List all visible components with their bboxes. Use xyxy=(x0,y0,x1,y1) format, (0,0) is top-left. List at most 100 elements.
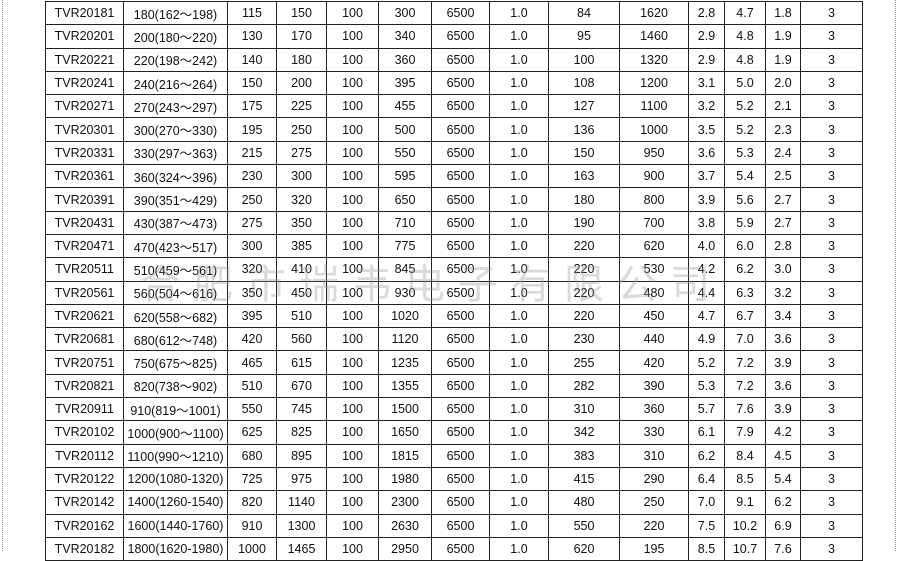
table-cell: 1000 xyxy=(227,536,277,561)
table-cell: TVR20181 xyxy=(45,0,124,26)
table-cell: 620 xyxy=(619,233,689,259)
table-cell: 5.3 xyxy=(724,140,766,166)
table-cell: 5.3 xyxy=(688,373,725,399)
table-cell: 1980 xyxy=(378,466,432,492)
table-cell: 250 xyxy=(227,187,277,212)
table-cell: 6.2 xyxy=(688,443,725,468)
table-cell: 100 xyxy=(326,117,379,142)
table-cell: TVR20112 xyxy=(45,443,124,468)
table-cell: 3 xyxy=(800,397,863,422)
table-cell: 330(297～363) xyxy=(123,140,228,166)
table-cell: 100 xyxy=(326,140,379,166)
table-cell: TVR20431 xyxy=(45,210,124,235)
table-cell: 220(198～242) xyxy=(123,47,228,72)
table-cell: 3.6 xyxy=(765,327,801,352)
table-cell: 3 xyxy=(800,303,863,329)
table-cell: 5.9 xyxy=(724,210,766,235)
table-cell: TVR20331 xyxy=(45,140,124,166)
table-cell: 6500 xyxy=(431,443,490,468)
table-cell: 100 xyxy=(548,47,620,72)
table-cell: 420 xyxy=(227,327,277,352)
table-cell: 820(738～902) xyxy=(123,373,228,399)
table-cell: 10.7 xyxy=(724,536,766,561)
table-cell: 7.6 xyxy=(765,536,801,561)
table-cell: 100 xyxy=(326,536,379,561)
table-cell: 100 xyxy=(326,280,379,305)
table-cell: 180 xyxy=(548,187,620,212)
table-cell: 620(558～682) xyxy=(123,303,228,329)
table-cell: 340 xyxy=(378,24,432,49)
table-cell: 775 xyxy=(378,233,432,259)
table-row: TVR20221 220(198～242) 140 180 100 360 6500 1.0 1… xyxy=(45,47,863,72)
table-cell: 1.9 xyxy=(765,47,801,72)
table-row: TVR20201 200(180～220) 130 170 100 340 6500 1.0 9… xyxy=(45,24,863,49)
table-cell: 100 xyxy=(326,490,379,515)
table-cell: 385 xyxy=(276,233,327,259)
table-cell: 1.0 xyxy=(489,24,549,49)
table-row: TVR20241 240(216～264) 150 200 100 395 6500 1.0 1… xyxy=(45,70,863,96)
table-cell: 1235 xyxy=(378,350,432,375)
table-cell: 3 xyxy=(800,233,863,259)
table-cell: 2.4 xyxy=(765,140,801,166)
table-cell: 275 xyxy=(227,210,277,235)
table-cell: 9.1 xyxy=(724,490,766,515)
table-cell: 550 xyxy=(548,513,620,538)
table-cell: 4.5 xyxy=(765,443,801,468)
table-cell: 1000 xyxy=(619,117,689,142)
table-cell: 6500 xyxy=(431,94,490,119)
table-row: TVR20331 330(297～363) 215 275 100 550 6500 1.0 1… xyxy=(45,140,863,166)
table-cell: 250 xyxy=(619,490,689,515)
table-cell: 3.6 xyxy=(765,373,801,399)
table-cell: 5.2 xyxy=(724,94,766,119)
table-cell: 7.2 xyxy=(724,373,766,399)
table-cell: 342 xyxy=(548,420,620,445)
table-cell: 6500 xyxy=(431,513,490,538)
table-cell: 1120 xyxy=(378,327,432,352)
table-cell: 1000(900～1100) xyxy=(123,420,228,445)
table-cell: 2.9 xyxy=(688,47,725,72)
table-cell: 1200 xyxy=(619,70,689,96)
table-cell: 7.9 xyxy=(724,420,766,445)
table-row: TVR20621 620(558～682) 395 510 100 1020 6500 1.0… xyxy=(45,303,863,329)
table-cell: 6500 xyxy=(431,490,490,515)
table-cell: 220 xyxy=(548,303,620,329)
table-cell: 300(270～330) xyxy=(123,117,228,142)
table-cell: 6500 xyxy=(431,397,490,422)
table-cell: 1400(1260-1540) xyxy=(123,490,228,515)
table-row: TVR20162 1600(1440-1760) 910 1300 100 2630 650… xyxy=(45,513,863,538)
table-cell: 625 xyxy=(227,420,277,445)
table-cell: TVR20391 xyxy=(45,187,124,212)
table-cell: 6500 xyxy=(431,24,490,49)
table-cell: 1.0 xyxy=(489,490,549,515)
table-cell: 8.5 xyxy=(688,536,725,561)
table-cell: 4.0 xyxy=(688,233,725,259)
table-cell: 6.1 xyxy=(688,420,725,445)
table-cell: 2.1 xyxy=(765,94,801,119)
table-cell: 1.0 xyxy=(489,233,549,259)
table-cell: 1465 xyxy=(276,536,327,561)
table-cell: 360(324～396) xyxy=(123,164,228,189)
table-cell: 1.0 xyxy=(489,47,549,72)
table-cell: 1100 xyxy=(619,94,689,119)
table-cell: 190 xyxy=(548,210,620,235)
table-cell: 620 xyxy=(548,536,620,561)
table-cell: 300 xyxy=(276,164,327,189)
table-cell: 615 xyxy=(276,350,327,375)
table-cell: 282 xyxy=(548,373,620,399)
table-cell: 100 xyxy=(326,164,379,189)
table-cell: 930 xyxy=(378,280,432,305)
table-cell: TVR20162 xyxy=(45,513,124,538)
table-cell: 300 xyxy=(227,233,277,259)
table-cell: 3 xyxy=(800,350,863,375)
table-cell: 1.8 xyxy=(765,0,801,26)
table-cell: 100 xyxy=(326,210,379,235)
table-cell: 6500 xyxy=(431,466,490,492)
table-cell: 595 xyxy=(378,164,432,189)
table-cell: 3 xyxy=(800,327,863,352)
table-cell: 100 xyxy=(326,70,379,96)
table-cell: 7.6 xyxy=(724,397,766,422)
table-cell: 270(243～297) xyxy=(123,94,228,119)
table-cell: 530 xyxy=(619,257,689,282)
table-cell: 195 xyxy=(227,117,277,142)
table-cell: 170 xyxy=(276,24,327,49)
